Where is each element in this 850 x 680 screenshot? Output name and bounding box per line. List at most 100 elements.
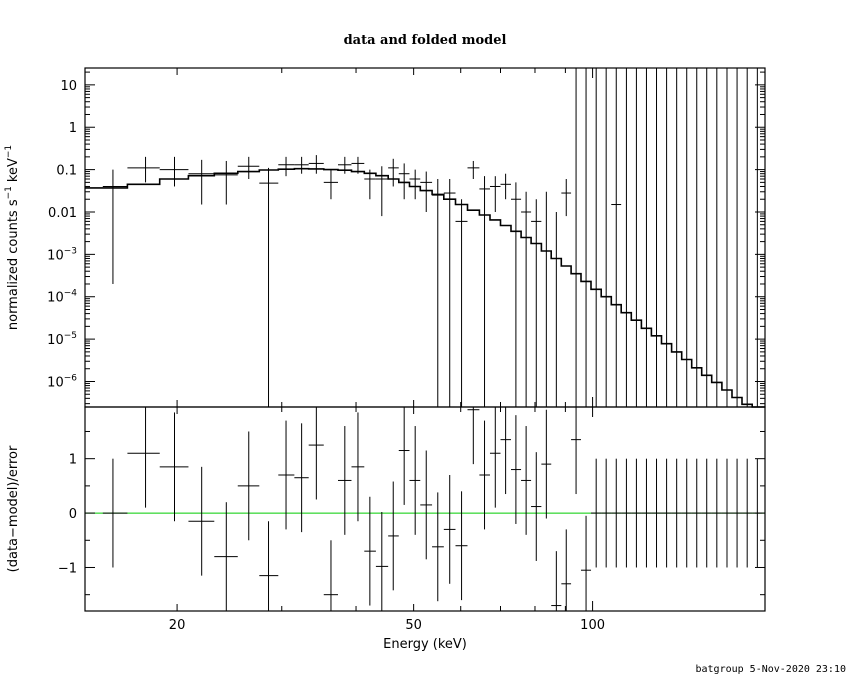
x-tick-labels: 20 50 100 — [169, 618, 605, 633]
residual-point — [127, 407, 160, 508]
residual-point — [671, 458, 682, 568]
residual-point — [611, 458, 622, 568]
residual-point — [489, 407, 501, 508]
residual-point — [591, 458, 602, 568]
data-point — [337, 156, 352, 174]
top-y-axis-label-text: normalized counts s — [6, 199, 21, 330]
bottom-panel: 1 0 −1 (data−model)/error — [6, 406, 766, 612]
residual-point — [551, 551, 562, 611]
bottom-y-tick-label: 0 — [69, 507, 77, 522]
top-y-tick-base: 10 — [60, 79, 77, 94]
residual-point — [259, 521, 279, 611]
data-point — [214, 160, 238, 205]
data-point — [510, 182, 522, 407]
top-y-tick-exponent: −6 — [64, 373, 78, 383]
residual-point — [294, 423, 309, 533]
data-point — [375, 166, 389, 217]
top-y-tick-exponent: −3 — [64, 246, 77, 256]
top-y-tick-base: 1 — [69, 121, 77, 136]
residual-point — [500, 407, 511, 495]
residual-point — [102, 458, 128, 568]
residual-point — [641, 458, 652, 568]
top-y-axis-label-unit-sup: −1 — [4, 145, 14, 158]
data-point — [323, 169, 338, 200]
residual-point — [323, 540, 338, 611]
residual-point — [443, 475, 456, 584]
top-y-tick-base: 10 — [47, 291, 64, 306]
top-y-tick-base: 10 — [47, 375, 64, 390]
residual-point — [455, 491, 468, 601]
residual-point — [742, 458, 753, 568]
data-point — [561, 179, 572, 217]
residual-point — [561, 529, 572, 611]
data-point — [479, 176, 490, 407]
residual-point — [308, 407, 324, 500]
residual-point — [420, 450, 433, 560]
data-point — [443, 179, 456, 407]
residual-point — [432, 492, 444, 602]
data-point — [500, 173, 511, 200]
chart-title: data and folded model — [344, 33, 507, 48]
residual-point — [398, 407, 410, 505]
top-y-tick-label: 0.01 — [48, 206, 77, 221]
residual-point — [409, 426, 421, 535]
residual-point — [521, 426, 532, 535]
x-tick-label: 50 — [405, 618, 422, 633]
top-y-tick-label: 10−5 — [47, 331, 77, 348]
residual-point — [214, 502, 238, 611]
data-point — [351, 156, 365, 174]
residual-point — [621, 458, 632, 568]
folded-model-step-line — [85, 167, 765, 408]
top-y-axis-label-sup: −1 — [4, 186, 14, 199]
residual-point — [188, 466, 215, 576]
residual-point — [351, 412, 365, 522]
data-point — [611, 68, 622, 407]
bottom-y-tick-label: 1 — [69, 453, 77, 468]
residual-point — [571, 407, 581, 495]
residual-point — [375, 511, 389, 611]
residual-point — [721, 458, 732, 568]
data-point — [521, 191, 532, 407]
footer-stamp: batgroup 5-Nov-2020 23:10 — [695, 664, 846, 675]
data-point — [127, 156, 160, 183]
bottom-y-axis-label: (data−model)/error — [6, 445, 21, 572]
x-axis-label: Energy (keV) — [383, 637, 467, 652]
residual-point — [701, 458, 712, 568]
residual-point — [510, 415, 522, 524]
residual-point — [159, 412, 189, 522]
top-y-tick-base: 10 — [47, 248, 64, 263]
data-point — [364, 169, 376, 200]
top-data-points — [102, 68, 758, 407]
residual-data-points — [102, 407, 763, 611]
data-point — [409, 169, 421, 200]
residual-point — [278, 420, 295, 530]
top-y-tick-exponent: −5 — [64, 331, 77, 341]
data-point — [455, 199, 468, 407]
data-point — [188, 159, 215, 205]
x-tick-label: 100 — [580, 618, 605, 633]
data-point — [237, 156, 260, 180]
data-point — [308, 155, 324, 174]
x-tick-label: 20 — [169, 618, 186, 633]
top-y-tick-base: 10 — [47, 333, 64, 348]
top-y-tick-label: 1 — [69, 121, 77, 136]
data-point — [531, 199, 542, 407]
residual-point — [711, 458, 722, 568]
data-point — [294, 156, 309, 174]
residual-point — [580, 515, 592, 611]
residual-point — [541, 409, 552, 519]
top-panel-frame — [84, 67, 766, 408]
bottom-panel-axes: 1 0 −1 — [58, 406, 766, 612]
residual-point — [388, 481, 399, 591]
residual-point — [661, 458, 672, 568]
top-y-tick-label: 0.1 — [56, 164, 77, 179]
residual-point — [681, 458, 692, 568]
data-point — [420, 171, 433, 212]
residual-point — [467, 407, 480, 465]
top-y-tick-base: 0.1 — [56, 164, 77, 179]
residual-point — [601, 458, 612, 568]
residual-point — [337, 426, 352, 535]
